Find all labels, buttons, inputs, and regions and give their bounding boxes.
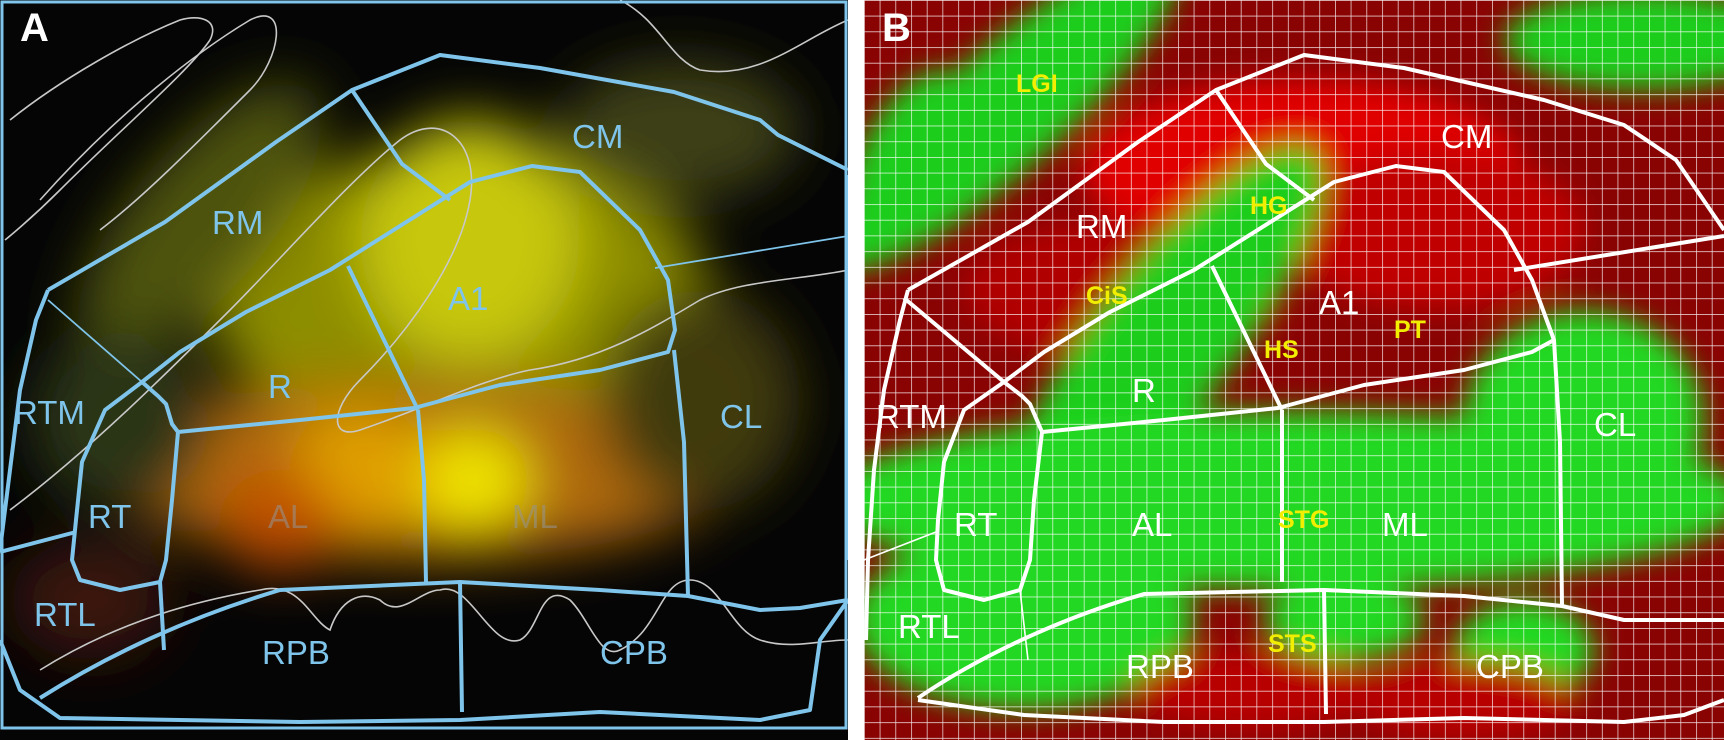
panel-a: A CM RM A1 R RTM CL RT AL ML RTL RPB CPB [0,0,848,740]
label-r: R [1132,372,1156,409]
label-cl: CL [1594,406,1637,443]
label-rpb: RPB [262,634,330,671]
label-rt: RT [954,506,998,543]
label-rtl: RTL [898,608,960,645]
panel-b-map [864,0,1724,740]
label-al: AL [1132,506,1173,543]
panel-b: B CM RM A1 R RTM CL RT AL ML RTL RPB CPB… [864,0,1724,740]
label-r: R [268,368,292,405]
label-al: AL [268,498,309,535]
landmark-pt: PT [1394,316,1426,344]
label-cm: CM [572,118,624,155]
label-rtm: RTM [14,394,85,431]
landmark-lgi: LGI [1016,70,1058,98]
area-boundaries [864,53,1724,724]
label-cpb: CPB [1476,648,1544,685]
label-cpb: CPB [600,634,668,671]
label-a1: A1 [448,280,489,317]
label-a1: A1 [1319,284,1360,321]
landmark-hg: HG [1250,192,1288,220]
panel-a-letter: A [20,6,49,50]
label-rtl: RTL [34,596,96,633]
label-rpb: RPB [1126,648,1194,685]
label-ml: ML [1382,506,1428,543]
panel-a-frame [0,0,848,730]
area-boundaries-thin [864,531,1029,661]
label-rm: RM [212,204,264,241]
panel-b-letter: B [882,6,911,50]
area-boundaries-thin [47,235,848,383]
label-rm: RM [1076,208,1128,245]
panel-b-grid [864,0,1724,740]
label-cm: CM [1441,118,1493,155]
landmark-hs: HS [1264,336,1299,364]
label-ml: ML [512,498,558,535]
area-boundaries [0,53,848,724]
landmark-stg: STG [1278,506,1330,534]
label-cl: CL [720,398,763,435]
landmark-cis: CiS [1086,282,1128,310]
panel-a-map [0,0,848,740]
landmark-sts: STS [1268,630,1317,658]
label-rtm: RTM [876,398,947,435]
label-rt: RT [88,498,132,535]
